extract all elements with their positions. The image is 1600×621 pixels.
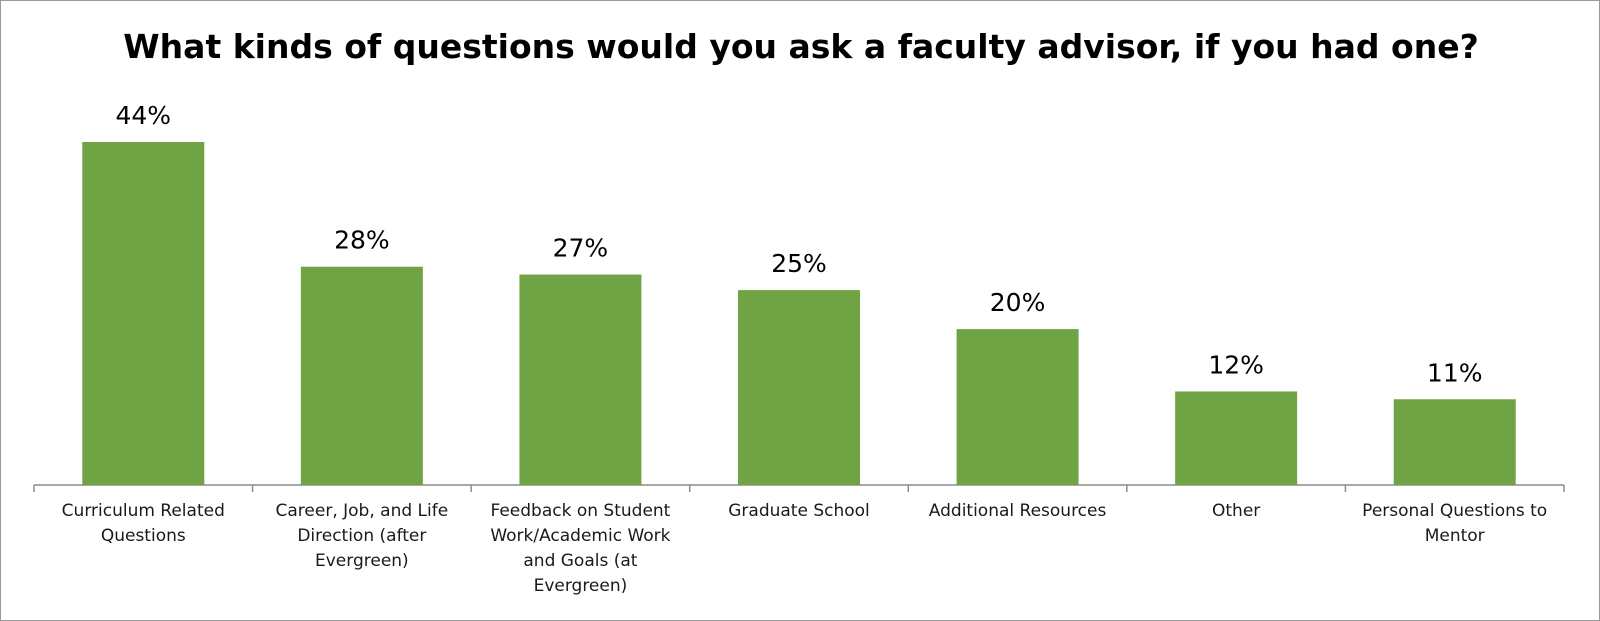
bar [1175,391,1298,485]
bar [519,274,642,485]
bar-data-label: 44% [115,101,171,130]
category-label: Other [1212,501,1261,521]
bar-data-label: 28% [334,226,390,255]
bar-data-label: 25% [771,249,827,278]
category-label: Personal Questions to Mentor [1362,501,1548,546]
bar [82,142,205,485]
category-label: Feedback on Student Work/Academic Work a… [490,501,671,596]
bar [300,266,423,485]
category-label: Career, Job, and Life Direction (after E… [275,501,449,571]
category-label: Graduate School [728,501,870,521]
bar [956,329,1079,485]
bar-data-label: 12% [1208,350,1264,379]
category-label: Curriculum Related Questions [61,501,225,546]
bar [1393,399,1516,485]
category-label: Additional Resources [928,501,1107,521]
bar [738,290,860,485]
chart-title: What kinds of questions would you ask a … [123,27,1479,66]
bar-data-label: 20% [990,288,1046,317]
bar-data-label: 27% [553,234,609,263]
bar-data-label: 11% [1427,358,1483,387]
